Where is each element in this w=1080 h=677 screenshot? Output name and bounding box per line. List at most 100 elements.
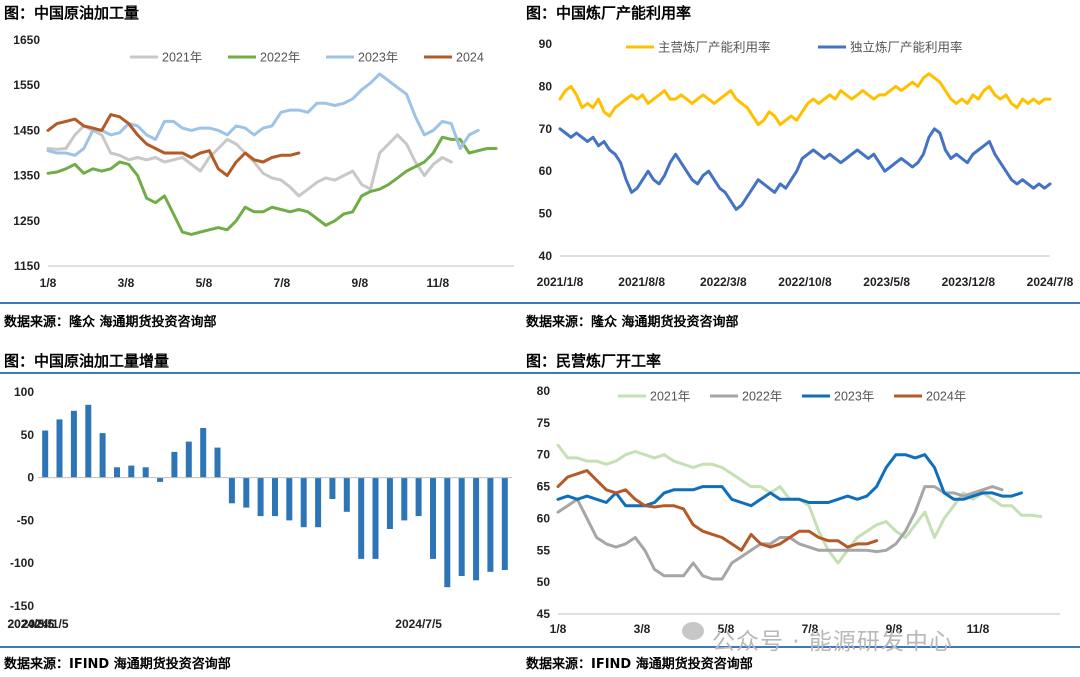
y-tick-label: 1250 [13, 214, 40, 228]
bar [70, 410, 77, 478]
y-tick-label: 60 [537, 511, 551, 525]
bar [128, 465, 135, 478]
bar [372, 477, 379, 559]
y-tick-label: 70 [539, 122, 553, 136]
series-line [556, 485, 1004, 581]
panel-refinery-utilization: 图：中国炼厂产能利用率 40 50 60 70 80 90 2021/1/8 2021/8/8… [520, 0, 1080, 340]
y-tick-label: -150 [10, 599, 34, 613]
series-line [46, 72, 480, 157]
data-source: 数据来源：隆众 海通期货投资咨询部 [526, 315, 739, 330]
y-tick-label: 90 [539, 37, 553, 51]
bar [415, 477, 422, 517]
x-tick-label: 1/8 [40, 276, 57, 290]
divider [0, 646, 520, 648]
x-tick-label: 2021/1/8 [537, 275, 584, 289]
x-tick-label: 2024/5/5 [7, 617, 54, 631]
x-tick-label: 2024/3/5 [7, 617, 54, 631]
series-line [556, 453, 1023, 508]
bar [228, 477, 235, 504]
x-tick-label: 3/8 [118, 276, 135, 290]
bar [114, 467, 120, 478]
panel-title: 图：民营炼厂开工率 [526, 352, 662, 370]
bar [401, 477, 408, 521]
bar [56, 419, 63, 478]
bar [343, 477, 350, 512]
bar [300, 477, 307, 528]
bar [171, 451, 178, 478]
bar [458, 477, 465, 576]
legend-label: 2024 [456, 51, 484, 65]
series-line [46, 124, 453, 198]
x-tick-label: 2021/8/8 [618, 275, 665, 289]
divider [520, 646, 1080, 648]
y-tick-label: 50 [21, 428, 35, 442]
x-tick-label: 2024/1/5 [22, 617, 69, 631]
chart-refinery-utilization: 40 50 60 70 80 90 2021/1/8 2021/8/8 2022/3/8 2022… [537, 37, 1074, 289]
x-tick-label: 9/8 [886, 622, 903, 636]
bar [329, 477, 336, 499]
legend-label: 2023年 [834, 390, 874, 404]
panel-title: 图：中国炼厂产能利用率 [526, 4, 692, 22]
y-tick-label: 1350 [13, 169, 40, 183]
legend-label: 独立炼厂产能利用率 [850, 40, 963, 55]
bar [200, 428, 207, 478]
bar [214, 447, 221, 478]
x-tick-label: 5/8 [718, 622, 735, 636]
series-line [558, 127, 1052, 211]
series-line [46, 135, 498, 236]
y-tick-label: -50 [17, 513, 35, 527]
legend-label: 2024年 [926, 390, 966, 404]
bar [286, 477, 293, 521]
x-tick-label: 2023/5/8 [863, 275, 910, 289]
x-tick-label: 2024/7/8 [1027, 275, 1074, 289]
series-line [46, 113, 301, 178]
bar [358, 477, 365, 559]
bar [501, 477, 508, 570]
y-tick-label: 75 [537, 416, 551, 430]
chart-crude-runs-increment: 100 50 0 -50 -100 -150 2024/1/52024/3/52024/5/… [7, 385, 512, 631]
watermark: 公众号 · 能源研发中心 [712, 629, 953, 655]
y-tick-label: 60 [539, 164, 553, 178]
series-line [556, 469, 879, 552]
data-source: 数据来源：隆众 海通期货投资咨询部 [4, 315, 217, 330]
x-tick-label: 11/8 [426, 276, 449, 290]
y-tick-label: 50 [537, 575, 551, 589]
legend-label: 主营炼厂产能利用率 [658, 40, 771, 55]
x-tick-label: 2022/10/8 [778, 275, 832, 289]
wechat-icon [682, 622, 704, 640]
bar [386, 477, 393, 529]
y-tick-label: 40 [539, 249, 553, 263]
x-tick-label: 2022/3/8 [700, 275, 747, 289]
divider [0, 372, 520, 374]
bar [444, 477, 451, 588]
bar [272, 477, 278, 517]
legend-label: 2023年 [358, 51, 398, 65]
legend-label: 2021年 [650, 390, 690, 404]
x-tick-label: 9/8 [352, 276, 369, 290]
y-tick-label: 70 [537, 448, 551, 462]
panel-crude-runs-increment: 图：中国原油加工量增量 100 50 0 -50 -100 -150 2024/1/5 202… [0, 348, 520, 677]
bar [85, 404, 92, 478]
x-tick-label: 11/8 [967, 622, 990, 636]
legend-label: 2022年 [260, 51, 300, 65]
y-tick-label: 1150 [14, 259, 40, 273]
y-tick-label: 100 [14, 385, 34, 399]
bar [473, 477, 480, 581]
x-tick-label: 3/8 [634, 622, 651, 636]
legend-label: 2022年 [742, 390, 782, 404]
y-tick-label: 0 [27, 471, 34, 485]
y-tick-label: 65 [537, 480, 551, 494]
y-tick-label: 80 [539, 79, 553, 93]
x-tick-label: 5/8 [196, 276, 213, 290]
bar [157, 477, 164, 482]
series-line [558, 72, 1052, 127]
y-tick-label: 55 [537, 543, 551, 557]
y-tick-label: 45 [537, 607, 551, 621]
bar [487, 477, 494, 572]
y-tick-label: -100 [10, 556, 34, 570]
x-tick-label: 2024/7/5 [395, 617, 442, 631]
bar [185, 441, 192, 478]
y-tick-label: 1550 [13, 78, 40, 92]
bar [142, 467, 149, 478]
bar [315, 477, 322, 528]
